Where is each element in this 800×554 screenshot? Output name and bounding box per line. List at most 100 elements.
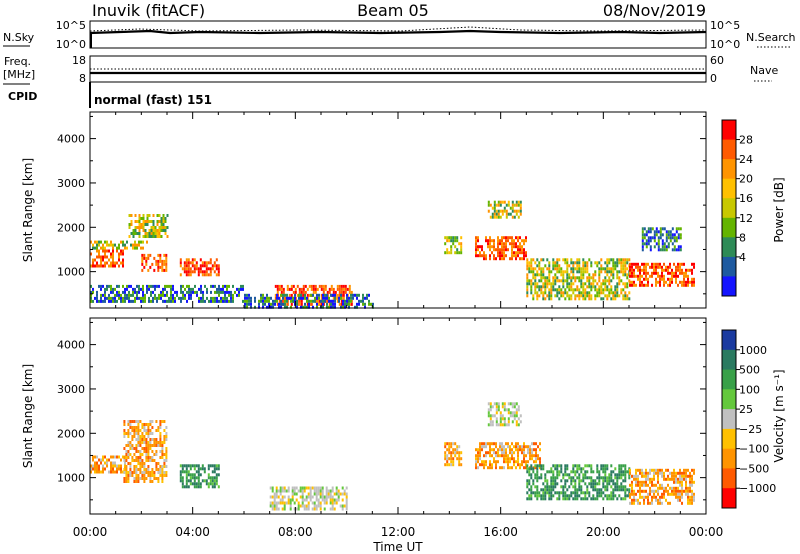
rti-pixel bbox=[598, 470, 601, 474]
rti-pixel bbox=[645, 495, 647, 499]
rti-pixel bbox=[116, 467, 118, 471]
rti-pixel bbox=[283, 486, 286, 490]
rti-pixel bbox=[100, 470, 102, 474]
rti-pixel bbox=[598, 288, 601, 292]
rti-pixel bbox=[655, 242, 658, 246]
rti-pixel bbox=[150, 229, 153, 232]
rti-pixel bbox=[501, 200, 504, 204]
rti-pixel bbox=[148, 214, 151, 217]
rti-pixel bbox=[530, 476, 533, 480]
rti-pixel bbox=[675, 248, 678, 252]
rti-pixel bbox=[606, 285, 609, 289]
rti-pixel bbox=[531, 451, 533, 455]
rti-pixel bbox=[538, 285, 541, 289]
rti-pixel bbox=[626, 488, 629, 492]
rti-pixel bbox=[139, 435, 142, 438]
rti-pixel bbox=[576, 270, 579, 274]
time-tick-label: 20:00 bbox=[586, 525, 621, 539]
rti-pixel bbox=[150, 220, 153, 223]
rti-pixel bbox=[293, 489, 296, 493]
rti-pixel bbox=[240, 287, 242, 291]
rti-pixel bbox=[596, 294, 599, 298]
rti-pixel bbox=[539, 457, 541, 461]
rti-pixel bbox=[566, 264, 569, 268]
rti-pixel bbox=[215, 467, 218, 471]
rti-pixel bbox=[503, 251, 505, 255]
rti-pixel bbox=[142, 217, 145, 220]
rti-pixel bbox=[98, 252, 100, 256]
rti-pixel bbox=[499, 248, 501, 252]
rti-pixel bbox=[515, 423, 518, 427]
rti-pixel bbox=[180, 290, 182, 294]
rti-pixel bbox=[104, 299, 106, 303]
rti-pixel bbox=[505, 442, 507, 446]
rti-pixel bbox=[129, 474, 132, 477]
colorbar-swatch bbox=[722, 276, 736, 297]
rti-pixel bbox=[651, 477, 653, 481]
rti-pixel bbox=[282, 293, 284, 297]
rti-pixel bbox=[584, 264, 587, 268]
rti-pixel bbox=[530, 261, 533, 265]
rti-pixel bbox=[100, 246, 102, 250]
rti-pixel bbox=[675, 492, 677, 496]
rti-pixel bbox=[689, 489, 691, 493]
rti-pixel bbox=[195, 264, 198, 268]
rti-pixel bbox=[211, 464, 214, 468]
rti-pixel bbox=[612, 258, 615, 262]
rti-pixel bbox=[248, 293, 250, 297]
rti-pixel bbox=[679, 468, 681, 472]
rti-pixel bbox=[205, 261, 208, 265]
rti-pixel bbox=[594, 273, 597, 277]
rti-pixel bbox=[304, 305, 306, 309]
rti-pixel bbox=[669, 492, 671, 496]
rti-pixel bbox=[509, 466, 511, 470]
rti-pixel bbox=[125, 468, 128, 471]
rti-pixel bbox=[586, 491, 589, 495]
rti-pixel bbox=[501, 442, 503, 446]
rti-pixel bbox=[163, 465, 166, 468]
rti-pixel bbox=[181, 482, 184, 486]
rti-pixel bbox=[592, 273, 595, 277]
rti-pixel bbox=[645, 277, 647, 281]
rti-pixel bbox=[248, 296, 250, 300]
rti-pixel bbox=[485, 257, 487, 261]
rti-pixel bbox=[160, 296, 162, 300]
rti-pixel bbox=[505, 448, 507, 452]
rti-pixel bbox=[499, 239, 501, 243]
rti-pixel bbox=[542, 285, 545, 289]
rti-pixel bbox=[345, 492, 348, 496]
rti-pixel bbox=[517, 442, 519, 446]
rti-pixel bbox=[629, 268, 631, 272]
rti-pixel bbox=[269, 501, 272, 505]
rti-pixel bbox=[669, 236, 672, 240]
rti-pixel bbox=[687, 492, 689, 496]
rti-pixel bbox=[663, 283, 665, 287]
rti-pixel bbox=[584, 494, 587, 498]
rti-pixel bbox=[495, 442, 497, 446]
rti-pixel bbox=[475, 242, 477, 246]
rti-pixel bbox=[687, 268, 689, 272]
rti-pixel bbox=[493, 448, 495, 452]
rti-pixel bbox=[143, 477, 146, 480]
rti-pixel bbox=[277, 489, 280, 493]
rti-pixel bbox=[566, 261, 569, 265]
rti-pixel bbox=[586, 464, 589, 468]
rti-pixel bbox=[287, 498, 290, 502]
rti-pixel bbox=[614, 267, 617, 271]
rti-pixel bbox=[513, 254, 515, 258]
rti-pixel bbox=[671, 268, 673, 272]
rti-pixel bbox=[323, 501, 326, 505]
rti-pixel bbox=[535, 454, 537, 458]
rti-pixel bbox=[100, 258, 102, 262]
rti-pixel bbox=[317, 504, 320, 508]
rti-pixel bbox=[302, 284, 305, 288]
rti-pixel bbox=[505, 245, 507, 249]
rti-pixel bbox=[448, 451, 451, 455]
rti-pixel bbox=[554, 464, 557, 468]
rti-pixel bbox=[554, 276, 557, 280]
rti-pixel bbox=[138, 287, 140, 291]
rti-pixel bbox=[667, 233, 670, 237]
rti-pixel bbox=[604, 270, 607, 274]
rti-pixel bbox=[693, 283, 695, 287]
rti-pixel bbox=[302, 287, 305, 291]
